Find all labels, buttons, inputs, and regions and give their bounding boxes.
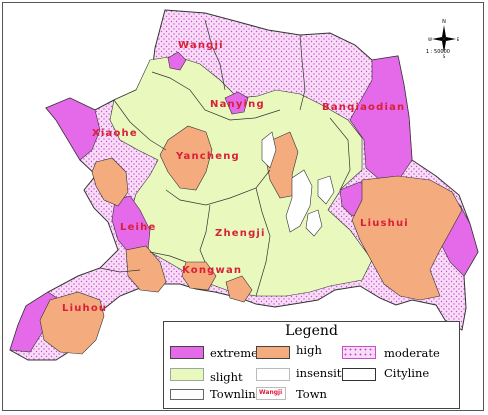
map-frame — [2, 2, 484, 411]
region-extreme-west — [45, 97, 101, 161]
region-high-yancheng — [159, 125, 213, 191]
region-high-leihe-south — [125, 245, 167, 293]
region-insensitive-reservoir-3 — [261, 131, 277, 169]
legend-label-cityline: Cityline — [384, 366, 430, 380]
region-insensitive-reservoir-2 — [317, 175, 335, 205]
svg-text:W: W — [428, 37, 432, 42]
region-high-kongwan — [181, 261, 217, 291]
legend-title: Legend — [285, 323, 338, 339]
town-label-zhengji: Zhengji — [215, 228, 266, 239]
town-label-xiaohe: Xiaohe — [92, 128, 138, 139]
town-label-yancheng: Yancheng — [175, 151, 240, 162]
town-label-leihe: Leihe — [120, 222, 156, 233]
svg-text:N: N — [442, 19, 446, 25]
region-extreme-nanying — [224, 91, 249, 115]
legend-label-extreme: extreme — [210, 346, 258, 360]
region-high-south — [225, 275, 253, 303]
town-label-liushui: Liushui — [360, 218, 409, 229]
legend-label-slight: slight — [210, 370, 243, 384]
legend-swatch-moderate — [342, 346, 376, 359]
region-insensitive-reservoir-1 — [285, 169, 313, 233]
region-slight — [109, 55, 373, 297]
town-label-nanying: Nanying — [210, 99, 265, 110]
legend-swatch-town: Wangji — [256, 387, 286, 400]
townlines — [99, 19, 351, 297]
region-high-liuhou — [39, 291, 105, 355]
legend-label-moderate: moderate — [384, 346, 440, 360]
legend-town-sample: Wangji — [259, 389, 283, 396]
region-high-liushui — [351, 175, 463, 301]
town-label-wangji: Wangji — [178, 40, 224, 51]
legend-swatch-townline — [170, 389, 204, 400]
legend-swatch-slight — [170, 368, 204, 381]
legend-label-high: high — [296, 343, 322, 357]
legend-label-town: Town — [296, 387, 327, 401]
north-arrow-icon: N W E S — [428, 19, 460, 59]
svg-text:E: E — [457, 37, 460, 42]
svg-text:S: S — [443, 54, 446, 59]
town-label-banqiaodian: Banqiaodian — [322, 102, 405, 113]
region-insensitive-reservoir-4 — [305, 209, 323, 237]
region-extreme-wangji — [167, 51, 187, 71]
town-label-liuhou: Liuhou — [62, 303, 107, 314]
legend-swatch-insensitive — [256, 368, 290, 381]
town-label-kongwan: Kongwan — [182, 265, 242, 276]
legend-label-townline: Townline — [210, 387, 263, 401]
scale-text: 1 : 50000 — [426, 49, 450, 55]
legend-swatch-extreme — [170, 346, 204, 359]
legend: Legend extreme high moderate slight inse… — [163, 321, 460, 409]
region-high-west — [91, 157, 129, 207]
legend-swatch-cityline — [342, 368, 376, 381]
legend-swatch-high — [256, 346, 290, 359]
